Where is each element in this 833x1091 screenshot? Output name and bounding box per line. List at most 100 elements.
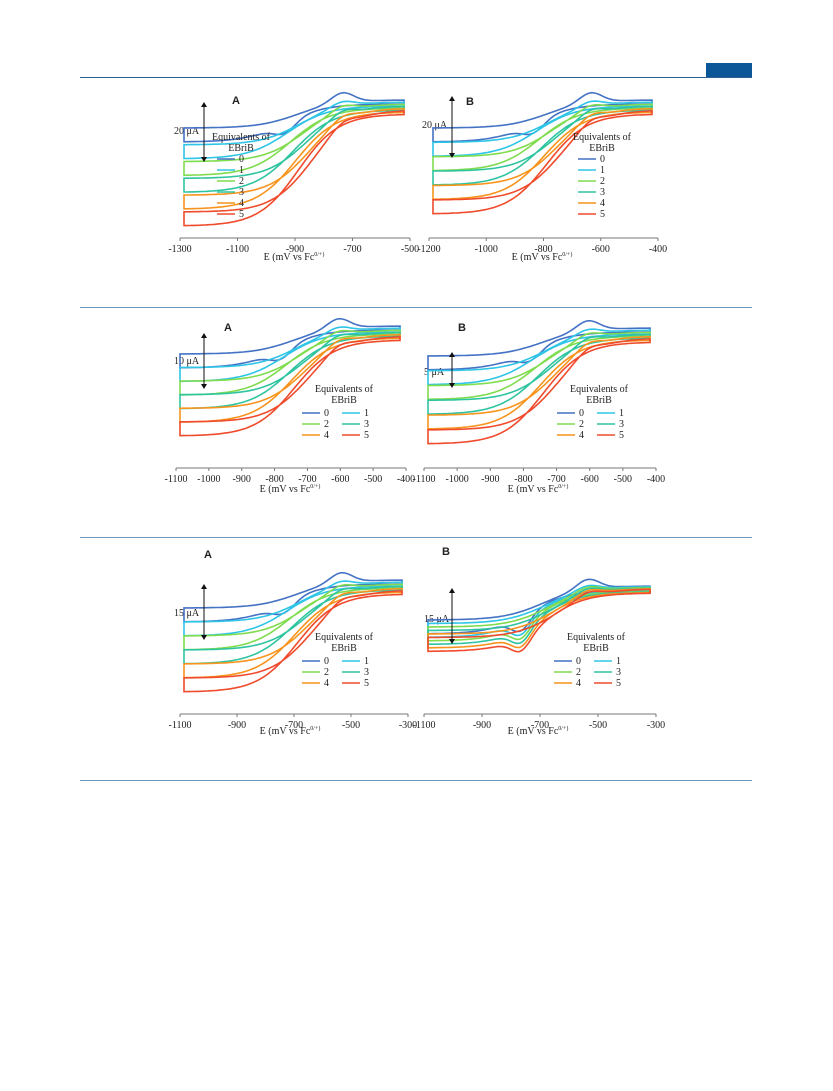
voltammogram-curves [183, 571, 403, 693]
legend-entry: 1 [600, 165, 605, 176]
legend-entry: 1 [239, 165, 244, 176]
cv-trace-5 [427, 338, 651, 445]
legend-title: EBriB [586, 395, 612, 406]
voltammogram-curves [432, 91, 653, 215]
x-axis: -1300 -1100 -900 -700 -500 [168, 237, 419, 255]
legend-entry: 3 [364, 667, 369, 678]
x-tick-label: -700 [547, 474, 565, 485]
legend-entry: 2 [324, 667, 329, 678]
legend-entry: 4 [324, 678, 329, 689]
legend-entry: 4 [239, 198, 244, 209]
legend-entry: 2 [579, 419, 584, 430]
legend-entry: 1 [364, 408, 369, 419]
legend-title: Equivalents of [212, 132, 271, 143]
panel-letter: A [224, 322, 232, 334]
panel-letter: A [232, 95, 240, 107]
x-tick-label: -800 [265, 474, 283, 485]
legend-entry: 1 [616, 656, 621, 667]
x-tick-label: -1100 [226, 244, 249, 255]
scale-arrow [201, 584, 207, 640]
scale-arrow [201, 102, 207, 162]
x-axis-label: E (mV vs Fc0/+) [260, 725, 321, 737]
x-axis-label: E (mV vs Fc0/+) [260, 483, 321, 495]
legend-entry: 0 [239, 154, 244, 165]
legend-entry: 1 [364, 656, 369, 667]
legend-title: EBriB [228, 143, 254, 154]
legend-title: Equivalents of [573, 132, 632, 143]
header-rule [80, 77, 752, 78]
scale-bar-label: 10 μA [174, 356, 200, 367]
x-tick-label: -500 [614, 474, 632, 485]
legend-entry: 3 [619, 419, 624, 430]
x-tick-label: -800 [534, 244, 552, 255]
scale-arrow [449, 96, 455, 158]
x-tick-label: -600 [592, 244, 610, 255]
cv-trace-3 [183, 105, 405, 193]
x-tick-label: -700 [531, 720, 549, 731]
x-tick-label: -900 [228, 720, 246, 731]
x-tick-label: -1000 [197, 474, 220, 485]
x-tick-label: -900 [473, 720, 491, 731]
legend-entry: 0 [579, 408, 584, 419]
scale-bar-label: 20 μA [422, 120, 448, 131]
panel-letter: B [458, 322, 466, 334]
x-tick-label: -300 [647, 720, 665, 731]
legend-entry: 4 [579, 430, 584, 441]
x-tick-label: -900 [233, 474, 251, 485]
panel-letter: A [204, 549, 212, 561]
x-tick-label: -1100 [165, 474, 188, 485]
x-axis: -1100 -1000 -900 -800 -700 -600 -500 -400 [165, 467, 415, 485]
legend-entry: 5 [600, 209, 605, 220]
x-tick-label: -500 [589, 720, 607, 731]
legend-title: EBriB [331, 395, 357, 406]
x-tick-label: -700 [285, 720, 303, 731]
x-tick-label: -500 [401, 244, 419, 255]
legend-title: Equivalents of [315, 384, 374, 395]
cv-trace-5 [179, 335, 401, 437]
x-tick-label: -900 [481, 474, 499, 485]
x-tick-label: -500 [342, 720, 360, 731]
voltammogram-curves [427, 319, 651, 445]
legend-entry: 3 [616, 667, 621, 678]
legend-entry: 2 [239, 176, 244, 187]
x-tick-label: -1100 [413, 474, 436, 485]
legend-entry: 0 [576, 656, 581, 667]
legend-title: Equivalents of [315, 632, 374, 643]
x-tick-label: -400 [647, 474, 665, 485]
legend-entry: 5 [364, 430, 369, 441]
x-tick-label: -500 [364, 474, 382, 485]
scale-arrow [201, 333, 207, 389]
legend-entry: 2 [324, 419, 329, 430]
cv-trace-4 [432, 107, 653, 201]
x-tick-label: -700 [343, 244, 361, 255]
legend-entry: 2 [600, 176, 605, 187]
x-axis-label: E (mV vs Fc0/+) [264, 251, 325, 263]
scale-arrow [449, 588, 455, 644]
legend-entry: 3 [239, 187, 244, 198]
legend-entry: 5 [616, 678, 621, 689]
legend-entry: 2 [576, 667, 581, 678]
scale-arrow [449, 352, 455, 388]
figure-separator [80, 780, 752, 781]
legend-title: EBriB [583, 643, 609, 654]
x-axis: -1100 -900 -700 -500 -300 [413, 713, 665, 731]
legend-title: Equivalents of [570, 384, 629, 395]
figure-separator [80, 537, 752, 538]
legend-entry: 1 [619, 408, 624, 419]
scale-bar-label: 20 μA [174, 126, 200, 137]
cv-trace-5 [183, 110, 405, 227]
legend-entry: 5 [239, 209, 244, 220]
legend-entry: 5 [364, 678, 369, 689]
legend-entry: 0 [324, 408, 329, 419]
